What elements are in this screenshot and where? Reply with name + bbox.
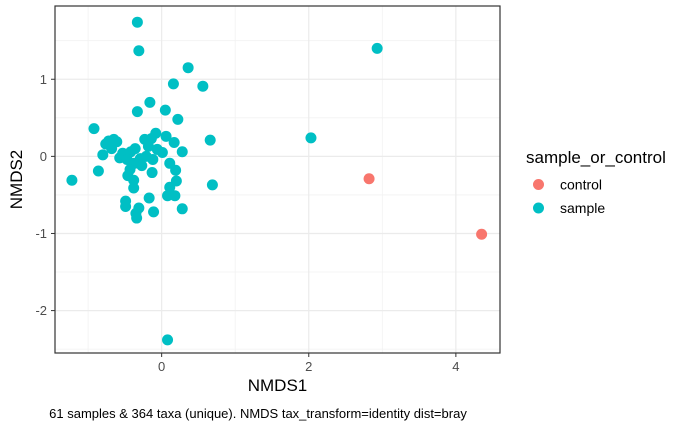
- legend-title: sample_or_control: [526, 148, 666, 167]
- x-tick-label: 4: [452, 359, 459, 374]
- point-sample: [156, 147, 168, 159]
- point-sample: [92, 165, 104, 177]
- legend-key-control: [533, 179, 544, 190]
- point-sample: [204, 134, 216, 146]
- x-tick-label: 2: [305, 359, 312, 374]
- point-control: [476, 228, 488, 240]
- point-sample: [159, 104, 171, 116]
- panel-border: [54, 5, 501, 354]
- point-sample: [147, 153, 159, 165]
- point-sample: [172, 113, 184, 125]
- grid-minor: [55, 6, 500, 353]
- point-sample: [182, 62, 194, 74]
- y-tick-label: -1: [35, 226, 47, 241]
- point-sample: [176, 146, 188, 158]
- y-tick-label: 1: [40, 72, 47, 87]
- point-sample: [162, 334, 174, 346]
- point-sample: [206, 179, 218, 191]
- point-sample: [120, 200, 132, 212]
- point-control: [363, 173, 375, 185]
- point-sample: [144, 96, 156, 108]
- point-sample: [88, 123, 100, 135]
- point-sample: [131, 212, 143, 224]
- legend: sample_or_control control sample: [526, 148, 666, 216]
- point-sample: [170, 164, 182, 176]
- point-sample: [97, 149, 109, 161]
- point-sample: [167, 78, 179, 90]
- data-points: [66, 16, 488, 346]
- y-tick-label: 0: [40, 149, 47, 164]
- point-sample: [197, 80, 209, 92]
- point-sample: [66, 174, 78, 186]
- point-sample: [176, 203, 188, 215]
- chart-caption: 61 samples & 364 taxa (unique). NMDS tax…: [49, 406, 467, 421]
- y-tick-label: -2: [35, 303, 47, 318]
- point-sample: [131, 106, 143, 118]
- point-sample: [168, 136, 180, 148]
- legend-label-sample: sample: [560, 200, 605, 216]
- legend-key-sample: [533, 202, 544, 214]
- point-sample: [136, 160, 148, 172]
- point-sample: [371, 42, 383, 54]
- point-sample: [142, 140, 154, 152]
- point-sample: [169, 190, 181, 202]
- y-axis-title: NMDS2: [7, 150, 26, 210]
- x-tick-label: 0: [158, 359, 165, 374]
- point-sample: [160, 130, 172, 142]
- point-sample: [146, 167, 158, 179]
- x-axis-ticks: 0 2 4: [158, 353, 459, 374]
- point-sample: [164, 181, 176, 193]
- point-sample: [133, 45, 145, 57]
- y-axis-ticks: -2 -1 0 1: [35, 72, 55, 318]
- point-sample: [128, 182, 140, 194]
- point-sample: [143, 192, 155, 204]
- point-sample: [148, 206, 160, 218]
- legend-label-control: control: [560, 177, 602, 193]
- x-axis-title: NMDS1: [248, 376, 308, 395]
- point-sample: [128, 174, 140, 186]
- point-sample: [106, 143, 118, 155]
- point-sample: [305, 132, 317, 144]
- panel-background: [55, 6, 500, 353]
- point-sample: [131, 16, 143, 28]
